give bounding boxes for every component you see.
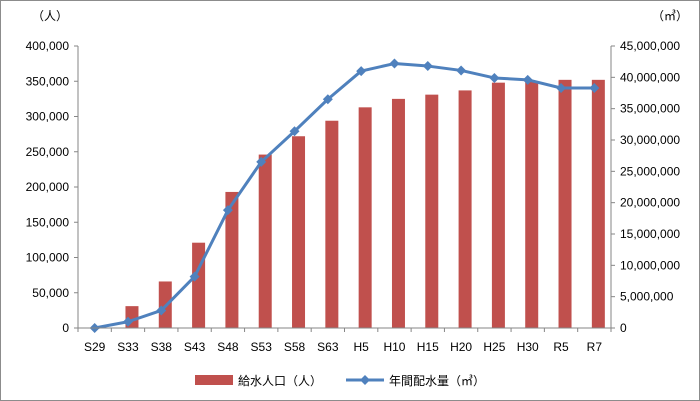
line-point <box>289 126 300 137</box>
bar <box>258 154 272 328</box>
bar <box>225 191 239 328</box>
right-axis: 0 5,000,000 10,000,000 15,000,000 20,000,000… <box>610 39 680 335</box>
line-point <box>456 65 467 76</box>
line-series <box>89 58 600 333</box>
x-tick-label: S53 <box>251 340 273 354</box>
left-tick-label: 250,000 <box>26 145 70 159</box>
bar <box>591 79 605 328</box>
x-tick-label: S63 <box>317 340 339 354</box>
x-tick-label: H15 <box>417 340 439 354</box>
bar <box>358 107 372 329</box>
left-tick-label: 50,000 <box>32 286 69 300</box>
line-point <box>589 82 600 93</box>
right-unit-label: （㎥） <box>652 9 688 23</box>
line-point <box>389 58 400 69</box>
x-tick-label: S29 <box>84 340 106 354</box>
left-tick-label: 300,000 <box>26 110 70 124</box>
left-tick-label: 100,000 <box>26 251 70 265</box>
line-point <box>156 305 167 316</box>
right-tick-label: 10,000,000 <box>620 258 680 272</box>
right-tick-label: 0 <box>620 321 627 335</box>
bar <box>558 79 572 328</box>
line-point <box>356 66 367 77</box>
bar <box>391 98 405 328</box>
left-tick-label: 0 <box>62 321 69 335</box>
line-point <box>422 61 433 72</box>
legend: 給水人口（人） 年間配水量（㎥） <box>195 374 485 388</box>
x-axis: S29 S33 S38 S43 S48 S53 S58 S63 H5 H10 H15 H20 H25 H3… <box>77 327 612 354</box>
x-tick-label: S33 <box>117 340 139 354</box>
x-tick-label: H25 <box>483 340 505 354</box>
left-tick-label: 350,000 <box>26 74 70 88</box>
line-point <box>189 271 200 282</box>
right-tick-label: 25,000,000 <box>620 164 680 178</box>
x-tick-label: R7 <box>587 340 603 354</box>
right-tick-label: 5,000,000 <box>620 290 674 304</box>
left-tick-label: 200,000 <box>26 180 70 194</box>
x-tick-label: H20 <box>450 340 472 354</box>
line-point <box>556 82 567 93</box>
bar <box>425 94 439 329</box>
x-tick-label: H30 <box>517 340 539 354</box>
line-point <box>256 156 267 167</box>
x-tick-label: S48 <box>217 340 239 354</box>
left-unit-label: （人） <box>32 9 68 23</box>
right-tick-label: 45,000,000 <box>620 39 680 53</box>
right-tick-label: 35,000,000 <box>620 102 680 116</box>
bar <box>458 90 472 328</box>
x-tick-label: H10 <box>383 340 405 354</box>
bar <box>325 120 339 328</box>
x-tick-label: S43 <box>184 340 206 354</box>
x-tick-label: S38 <box>151 340 173 354</box>
x-tick-label: H5 <box>353 340 369 354</box>
bar <box>192 242 206 328</box>
x-tick-label: R5 <box>553 340 569 354</box>
bar-series <box>125 79 605 329</box>
legend-line-marker <box>360 375 370 385</box>
right-tick-label: 15,000,000 <box>620 227 680 241</box>
bar <box>491 82 505 328</box>
bar <box>525 81 539 328</box>
legend-bar-swatch <box>195 375 233 385</box>
line-point <box>489 72 500 83</box>
right-tick-label: 20,000,000 <box>620 196 680 210</box>
x-tick-label: S58 <box>284 340 306 354</box>
line-point <box>122 316 133 327</box>
line-point <box>322 94 333 105</box>
right-tick-label: 40,000,000 <box>620 70 680 84</box>
series-line <box>94 62 595 330</box>
bar <box>292 136 306 328</box>
left-tick-label: 400,000 <box>26 39 70 53</box>
left-axis: 0 50,000 100,000 150,000 200,000 250,000 300,0… <box>26 39 79 335</box>
legend-bar-label: 給水人口（人） <box>238 374 322 388</box>
right-tick-label: 30,000,000 <box>620 133 680 147</box>
legend-line-label: 年間配水量（㎥） <box>389 374 485 388</box>
line-point <box>222 205 233 216</box>
left-tick-label: 150,000 <box>26 215 70 229</box>
line-point <box>522 74 533 85</box>
